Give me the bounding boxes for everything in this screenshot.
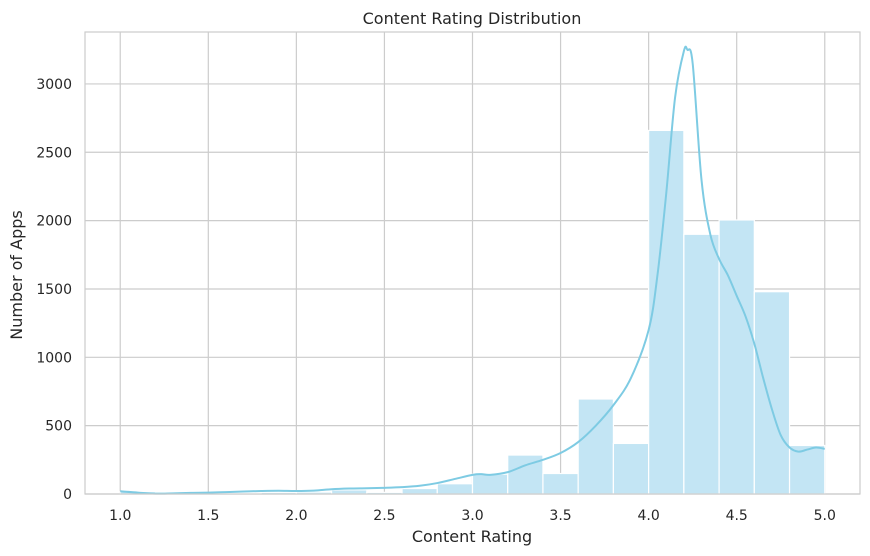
y-tick-labels: 0 500 1000 1500 2000 2500 3000	[36, 77, 72, 503]
x-tick-label-3: 2.5	[373, 508, 395, 524]
x-tick-label-4: 3.0	[461, 508, 483, 524]
plot-border	[84, 31, 861, 495]
histogram-bar-8	[401, 487, 438, 495]
x-tick-label-5: 3.5	[549, 508, 571, 524]
x-tick-label-6: 4.0	[638, 508, 660, 524]
x-tick-label-2: 2.0	[285, 508, 307, 524]
x-tick-label-8: 5.0	[814, 508, 836, 524]
x-tick-label-1: 1.5	[197, 508, 219, 524]
y-tick-label-6: 3000	[36, 77, 72, 93]
histogram-bar-9	[436, 483, 474, 495]
histogram-bar-10	[471, 473, 509, 495]
y-tick-label-3: 1500	[36, 282, 72, 298]
x-tick-label-7: 4.5	[726, 508, 748, 524]
kde-curve-group	[120, 45, 825, 495]
histogram-bar-17	[718, 219, 755, 495]
x-tick-labels: 1.0 1.5 2.0 2.5 3.0 3.5 4.0 4.5 5.0	[109, 508, 836, 524]
y-tick-label-1: 500	[45, 419, 72, 435]
x-tick-label-0: 1.0	[109, 508, 131, 524]
histogram-bar-14	[612, 442, 650, 495]
plot-frame	[84, 31, 861, 495]
kde-curve	[120, 45, 825, 495]
histogram-bars	[119, 129, 826, 495]
histogram-bar-19	[788, 444, 826, 495]
y-tick-label-2: 1000	[36, 350, 72, 366]
chart-title: Content Rating Distribution	[363, 9, 582, 28]
x-axis-label: Content Rating	[412, 527, 532, 546]
y-tick-label-0: 0	[63, 487, 72, 503]
histogram-bar-12	[542, 472, 579, 495]
histogram-bar-16	[683, 233, 720, 495]
y-tick-label-4: 2000	[36, 214, 72, 230]
histogram-bar-18	[753, 291, 791, 495]
y-axis-label: Number of Apps	[7, 210, 26, 339]
histogram-bar-6	[330, 489, 368, 495]
y-tick-label-5: 2500	[36, 145, 72, 161]
